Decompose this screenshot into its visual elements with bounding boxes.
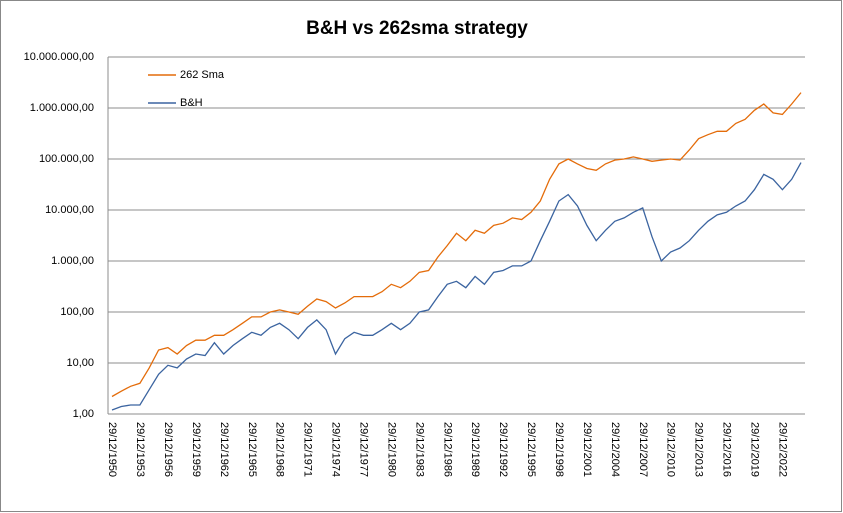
x-tick-label: 29/12/2013	[693, 422, 705, 477]
x-tick-label: 29/12/2007	[637, 422, 649, 477]
y-tick-label: 100.000,00	[39, 153, 94, 165]
series-line	[111, 92, 802, 398]
x-tick-label: 29/12/1983	[413, 422, 425, 477]
x-tick-label: 29/12/1959	[190, 422, 202, 477]
x-tick-label: 29/12/1995	[525, 422, 537, 477]
x-tick-label: 29/12/1950	[106, 422, 118, 477]
x-tick-label: 29/12/1971	[302, 422, 314, 477]
x-tick-label: 29/12/1956	[162, 422, 174, 477]
x-tick-label: 29/12/1962	[218, 422, 230, 477]
x-tick-label: 29/12/1974	[330, 422, 342, 477]
y-tick-label: 1.000,00	[51, 255, 94, 267]
x-tick-label: 29/12/1953	[134, 422, 146, 477]
x-tick-label: 29/12/1968	[274, 422, 286, 477]
y-tick-label: 100,00	[60, 306, 94, 318]
x-tick-label: 29/12/2022	[776, 422, 788, 477]
x-tick-label: 29/12/1980	[385, 422, 397, 477]
series-line	[111, 162, 802, 411]
x-tick-label: 29/12/1977	[357, 422, 369, 477]
y-tick-label: 10.000,00	[45, 204, 94, 216]
x-tick-label: 29/12/2004	[609, 422, 621, 477]
legend-label: B&H	[180, 97, 203, 109]
x-tick-label: 29/12/1989	[469, 422, 481, 477]
x-tick-label: 29/12/2010	[665, 422, 677, 477]
x-tick-label: 29/12/1986	[441, 422, 453, 477]
x-tick-label: 29/12/2019	[749, 422, 761, 477]
x-tick-label: 29/12/2001	[581, 422, 593, 477]
y-tick-label: 10.000.000,00	[24, 51, 94, 63]
x-tick-label: 29/12/1992	[497, 422, 509, 477]
y-tick-label: 1,00	[73, 408, 94, 420]
y-tick-label: 10,00	[66, 357, 94, 369]
legend-label: 262 Sma	[180, 69, 225, 81]
y-tick-label: 1.000.000,00	[30, 102, 94, 114]
x-tick-label: 29/12/2016	[721, 422, 733, 477]
x-tick-label: 29/12/1998	[553, 422, 565, 477]
x-tick-label: 29/12/1965	[246, 422, 258, 477]
chart-title: B&H vs 262sma strategy	[306, 18, 528, 39]
